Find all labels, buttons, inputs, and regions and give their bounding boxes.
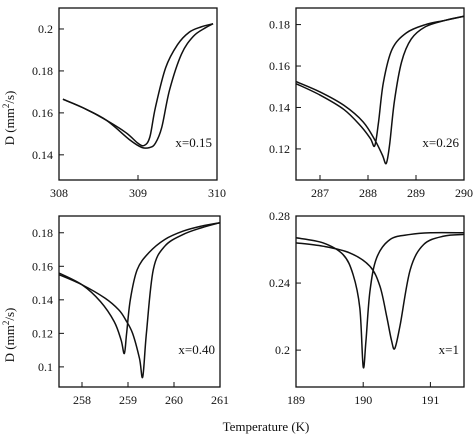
panel-x1: 189 190 191 0.2 0.24 0.28 x=1 bbox=[269, 209, 465, 407]
x-tick-label: 288 bbox=[359, 186, 377, 200]
series-line-1 bbox=[295, 231, 465, 369]
x-tick-label: 190 bbox=[354, 393, 372, 407]
x-tick-label: 290 bbox=[455, 186, 473, 200]
composition-annotation: x=0.40 bbox=[178, 342, 215, 357]
y-tick-label: 0.18 bbox=[32, 64, 53, 78]
y-tick-label: 0.12 bbox=[269, 142, 290, 156]
y-tick-label: 0.24 bbox=[269, 276, 290, 290]
x-tick-label: 309 bbox=[129, 186, 147, 200]
y-tick-label: 0.18 bbox=[32, 226, 53, 240]
x-tick-label: 261 bbox=[211, 393, 229, 407]
y-tick-label: 0.1 bbox=[38, 360, 53, 374]
x-tick-label: 189 bbox=[287, 393, 305, 407]
x-tick-label: 287 bbox=[311, 186, 329, 200]
y-tick-label: 0.14 bbox=[32, 148, 53, 162]
panel-x026: 287 288 289 290 0.12 0.14 0.16 0.18 x=0.26 bbox=[269, 7, 473, 200]
x-tick-label: 308 bbox=[50, 186, 68, 200]
y-axis-label-bottom: D (mm2/s) bbox=[1, 308, 17, 363]
y-tick-label: 0.28 bbox=[269, 209, 290, 223]
x-tick-label: 258 bbox=[73, 393, 91, 407]
y-tick-label: 0.16 bbox=[32, 259, 53, 273]
composition-annotation: x=0.26 bbox=[422, 135, 459, 150]
series-line-2 bbox=[58, 221, 221, 355]
x-tick-label: 310 bbox=[208, 186, 226, 200]
y-tick-label: 0.14 bbox=[269, 100, 290, 114]
y-tick-label: 0.12 bbox=[32, 326, 53, 340]
y-tick-label: 0.16 bbox=[32, 106, 53, 120]
series-line-2 bbox=[62, 23, 214, 147]
series-line-1 bbox=[295, 15, 465, 165]
plot-frame bbox=[295, 7, 465, 181]
plot-frame bbox=[295, 215, 465, 388]
composition-annotation: x=0.15 bbox=[175, 135, 212, 150]
x-tick-label: 191 bbox=[421, 393, 439, 407]
series-line-1 bbox=[62, 23, 214, 149]
y-axis-label-top: D (mm2/s) bbox=[1, 91, 17, 146]
y-tick-label: 0.16 bbox=[269, 59, 290, 73]
panel-x040: 258 259 260 261 0.1 0.12 0.14 0.16 0.18 x=0.40 bbox=[32, 215, 229, 407]
plot-frame bbox=[58, 215, 221, 388]
composition-annotation: x=1 bbox=[439, 342, 459, 357]
series-line-1 bbox=[58, 221, 221, 379]
series-line-2 bbox=[295, 233, 465, 350]
y-tick-label: 0.18 bbox=[269, 18, 290, 32]
x-axis-label: Temperature (K) bbox=[223, 419, 310, 434]
y-tick-label: 0.14 bbox=[32, 293, 53, 307]
plot-frame bbox=[58, 7, 218, 181]
y-tick-label: 0.2 bbox=[38, 22, 53, 36]
x-tick-label: 260 bbox=[165, 393, 183, 407]
panel-x015: 308 309 310 0.14 0.16 0.18 0.2 x=0.15 bbox=[32, 7, 226, 200]
x-tick-label: 289 bbox=[407, 186, 425, 200]
series-line-2 bbox=[295, 15, 465, 148]
y-tick-label: 0.2 bbox=[275, 343, 290, 357]
x-tick-label: 259 bbox=[119, 393, 137, 407]
